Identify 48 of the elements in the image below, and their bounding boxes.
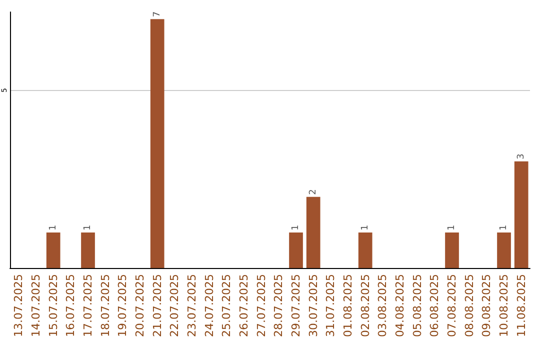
x-tick-label: 08.08.2025 (462, 274, 476, 338)
x-tick-label: 21.07.2025 (150, 274, 164, 338)
bar (46, 232, 60, 268)
x-tick-label: 06.08.2025 (428, 274, 442, 338)
x-tick-label: 15.07.2025 (46, 274, 60, 338)
data-label: 1 (83, 224, 93, 230)
bar (306, 196, 320, 268)
x-tick-label: 22.07.2025 (168, 274, 182, 338)
x-tick-label: 16.07.2025 (64, 274, 78, 338)
data-label: 2 (308, 189, 318, 195)
x-tick-label: 05.08.2025 (410, 274, 424, 338)
bar (445, 232, 459, 268)
data-label: 1 (360, 224, 370, 230)
x-tick-label: 31.07.2025 (324, 274, 338, 338)
x-tick-label: 01.08.2025 (342, 274, 354, 338)
x-tick-label: 10.08.2025 (498, 274, 510, 338)
bar (289, 232, 303, 268)
data-label: 7 (152, 11, 162, 18)
x-tick-label: 17.07.2025 (82, 274, 94, 338)
x-tick-label: 19.07.2025 (116, 274, 130, 338)
x-tick-label: 18.07.2025 (98, 274, 112, 338)
x-tick-label: 11.08.2025 (514, 274, 528, 338)
x-tick-label: 13.07.2025 (12, 274, 26, 338)
x-tick-label: 09.08.2025 (480, 274, 494, 338)
x-tick-label: 24.07.2025 (202, 274, 216, 338)
x-tick-label: 30.07.2025 (306, 274, 320, 338)
x-tick-label: 03.08.2025 (376, 274, 390, 338)
x-tick-label: 07.08.2025 (446, 274, 458, 338)
bar (81, 232, 95, 268)
x-tick-label: 26.07.2025 (238, 274, 250, 338)
x-tick-label: 27.07.2025 (254, 274, 268, 338)
bar (358, 232, 372, 268)
data-label: 1 (48, 224, 58, 230)
x-tick-label: 28.07.2025 (272, 274, 286, 338)
x-tick-label: 29.07.2025 (290, 274, 302, 338)
data-label: 1 (447, 224, 457, 230)
data-label: 1 (499, 224, 509, 230)
x-tick-label: 25.07.2025 (220, 274, 234, 338)
x-tick-label: 20.07.2025 (134, 274, 146, 338)
bar (497, 232, 511, 268)
bar (150, 19, 164, 268)
x-tick-label: 23.07.2025 (186, 274, 198, 338)
x-tick-label: 04.08.2025 (394, 274, 406, 338)
data-label: 1 (291, 224, 301, 230)
x-tick-label: 14.07.2025 (30, 274, 42, 338)
data-label: 3 (516, 154, 526, 160)
x-tick-label: 02.08.2025 (358, 274, 372, 338)
bar (514, 161, 528, 268)
